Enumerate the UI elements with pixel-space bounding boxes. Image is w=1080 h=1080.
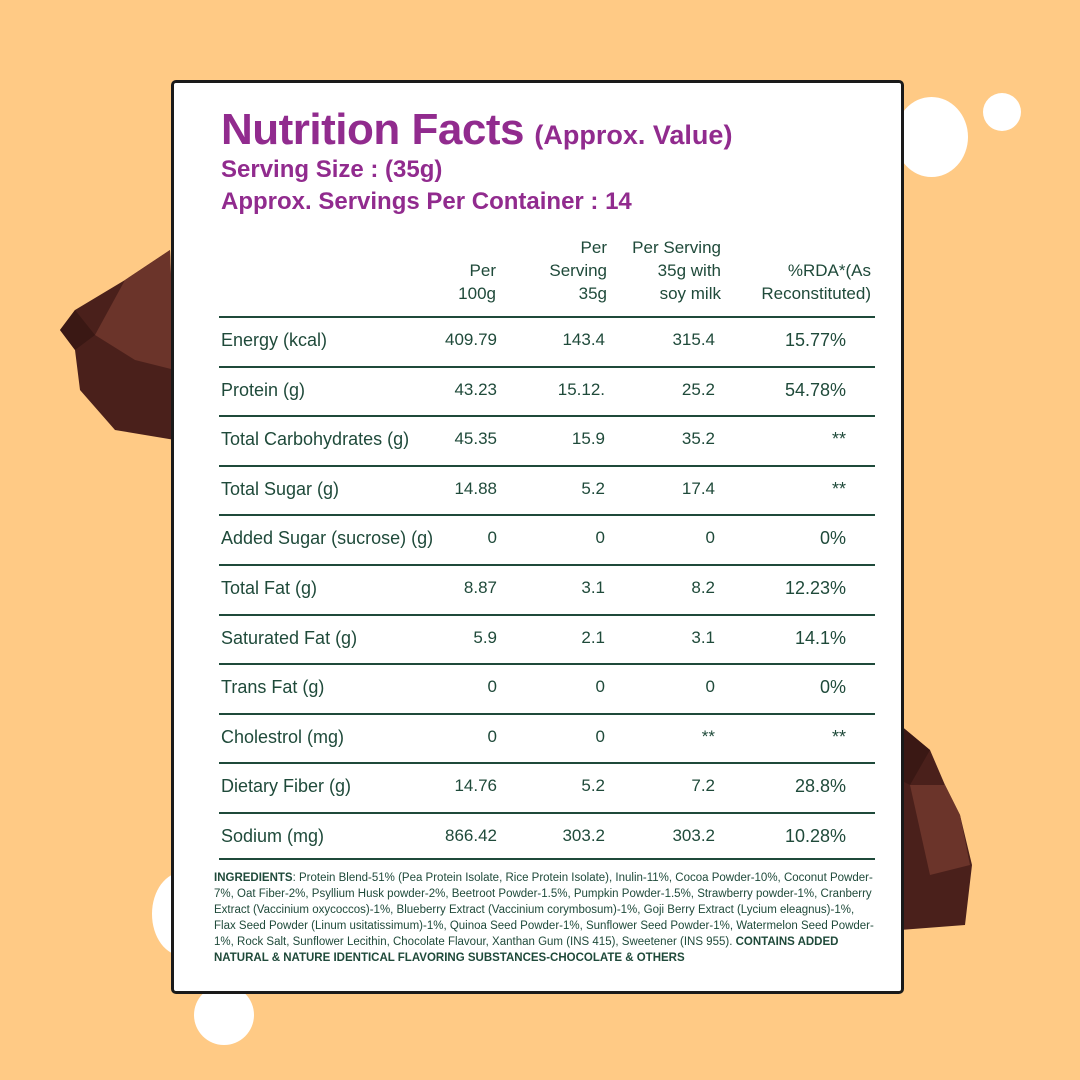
table-row: Trans Fat (g) 0 0 0 0%: [219, 663, 875, 711]
nutrient-value: 0: [705, 528, 715, 548]
nutrient-value: **: [831, 429, 846, 450]
servings-per-container: Approx. Servings Per Container : 14: [221, 188, 632, 215]
nutrient-value: 0: [595, 677, 605, 697]
milk-drop-bottom-small: [194, 985, 254, 1045]
nutrient-value: 0: [487, 677, 497, 697]
chocolate-chunk-right: [900, 725, 972, 930]
title-row: Nutrition Facts (Approx. Value): [221, 105, 732, 155]
nutrient-value: 303.2: [562, 826, 605, 845]
nutrient-value: 17.4: [681, 478, 715, 498]
nutrient-name: Trans Fat (g): [221, 677, 325, 698]
nutrient-value: 0: [595, 528, 605, 548]
nutrient-value: 8.87: [463, 578, 497, 597]
milk-drop-top-large: [895, 97, 968, 177]
table-row: Total Carbohydrates (g) 45.35 15.9 35.2 **: [219, 415, 875, 463]
ingredients: INGREDIENTS: Protein Blend-51% (Pea Prot…: [214, 870, 874, 966]
column-header-1: Per 100g: [458, 261, 496, 303]
title-note: (Approx. Value): [534, 120, 733, 150]
nutrient-value: 14.88: [454, 478, 497, 498]
nutrient-name: Saturated Fat (g): [221, 627, 358, 648]
nutrient-value: 866.42: [445, 826, 497, 845]
nutrient-value: 14.1%: [794, 627, 846, 648]
table-row: Energy (kcal) 409.79 143.4 315.4 15.77%: [219, 316, 875, 364]
nutrient-name: Cholestrol (mg): [221, 726, 345, 747]
nutrient-value: 14.76: [454, 776, 497, 796]
nutrient-name: Total Fat (g): [221, 578, 318, 598]
nutrient-value: 15.9: [571, 429, 605, 449]
nutrient-name: Energy (kcal): [221, 330, 328, 350]
nutrient-value: 28.8%: [794, 776, 846, 797]
nutrient-value: 143.4: [562, 330, 605, 349]
nutrient-value: 10.28%: [784, 826, 846, 846]
nutrient-value: 0: [487, 726, 497, 746]
table-row: Saturated Fat (g) 5.9 2.1 3.1 14.1%: [219, 613, 875, 662]
nutrient-name: Sodium (mg): [221, 826, 325, 846]
serving-size: Serving Size : (35g): [221, 156, 443, 183]
nutrient-value: 303.2: [672, 826, 715, 845]
ingredients-text: : Protein Blend-51% (Pea Protein Isolate…: [214, 872, 874, 948]
nutrient-value: 0: [487, 528, 497, 548]
nutrient-value: 15.12.: [557, 379, 605, 399]
nutrient-name: Total Carbohydrates (g): [221, 429, 410, 450]
nutrient-name: Dietary Fiber (g): [221, 776, 352, 797]
nutrient-value: 315.4: [672, 330, 715, 349]
milk-drop-top-small: [983, 93, 1021, 131]
table-row: Cholestrol (mg) 0 0 ** **: [219, 712, 875, 761]
nutrient-value: 0%: [819, 677, 846, 698]
nutrient-value: 3.1: [581, 578, 605, 597]
nutrient-value: 7.2: [691, 776, 715, 796]
nutrient-value: 25.2: [681, 379, 715, 399]
nutrient-value: 0: [705, 677, 715, 697]
chocolate-chunk-left: [60, 250, 175, 440]
nutrient-name: Total Sugar (g): [221, 478, 340, 499]
table-row: Protein (g) 43.23 15.12. 25.2 54.78%: [219, 365, 875, 414]
page-title: Nutrition Facts: [221, 105, 524, 154]
nutrition-facts-card: Nutrition Facts (Approx. Value) Serving …: [171, 80, 904, 994]
nutrient-value: 5.2: [581, 478, 605, 498]
nutrient-value: 35.2: [681, 429, 715, 449]
table-row: Added Sugar (sucrose) (g) 0 0 0 0%: [219, 514, 875, 562]
nutrient-value: 8.2: [691, 578, 715, 597]
nutrient-value: **: [831, 726, 846, 747]
nutrient-value: 12.23%: [784, 578, 846, 598]
nutrient-value: **: [701, 726, 715, 746]
ingredients-label: INGREDIENTS: [214, 872, 293, 884]
nutrient-value: 0: [595, 726, 605, 746]
nutrient-value: 45.35: [454, 429, 497, 449]
nutrient-value: 0%: [819, 528, 846, 549]
nutrient-value: 5.9: [473, 627, 497, 647]
column-header-4: %RDA*(As Reconstituted): [761, 261, 871, 303]
column-header-2: Per Serving 35g: [549, 238, 607, 303]
flavoring-note: CONTAINS ADDED NATURAL & NATURE IDENTICA…: [214, 936, 839, 964]
nutrient-name: Added Sugar (sucrose) (g): [221, 528, 434, 549]
nutrient-value: 43.23: [454, 379, 497, 399]
table-row: Dietary Fiber (g) 14.76 5.2 7.2 28.8%: [219, 762, 875, 810]
nutrient-value: 15.77%: [784, 330, 846, 350]
nutrient-value: 3.1: [691, 627, 715, 647]
nutrient-value: 54.78%: [784, 379, 846, 400]
table-row: Total Fat (g) 8.87 3.1 8.2 12.23%: [219, 564, 875, 612]
nutrient-name: Protein (g): [221, 379, 306, 400]
table-row: Total Sugar (g) 14.88 5.2 17.4 **: [219, 464, 875, 513]
nutrient-value: 5.2: [581, 776, 605, 796]
nutrient-value: 2.1: [581, 627, 605, 647]
column-header-3: Per Serving 35g with soy milk: [632, 238, 721, 303]
nutrient-value: 409.79: [445, 330, 497, 349]
table-row: Sodium (mg) 866.42 303.2 303.2 10.28%: [219, 812, 875, 860]
nutrient-value: **: [831, 478, 846, 499]
